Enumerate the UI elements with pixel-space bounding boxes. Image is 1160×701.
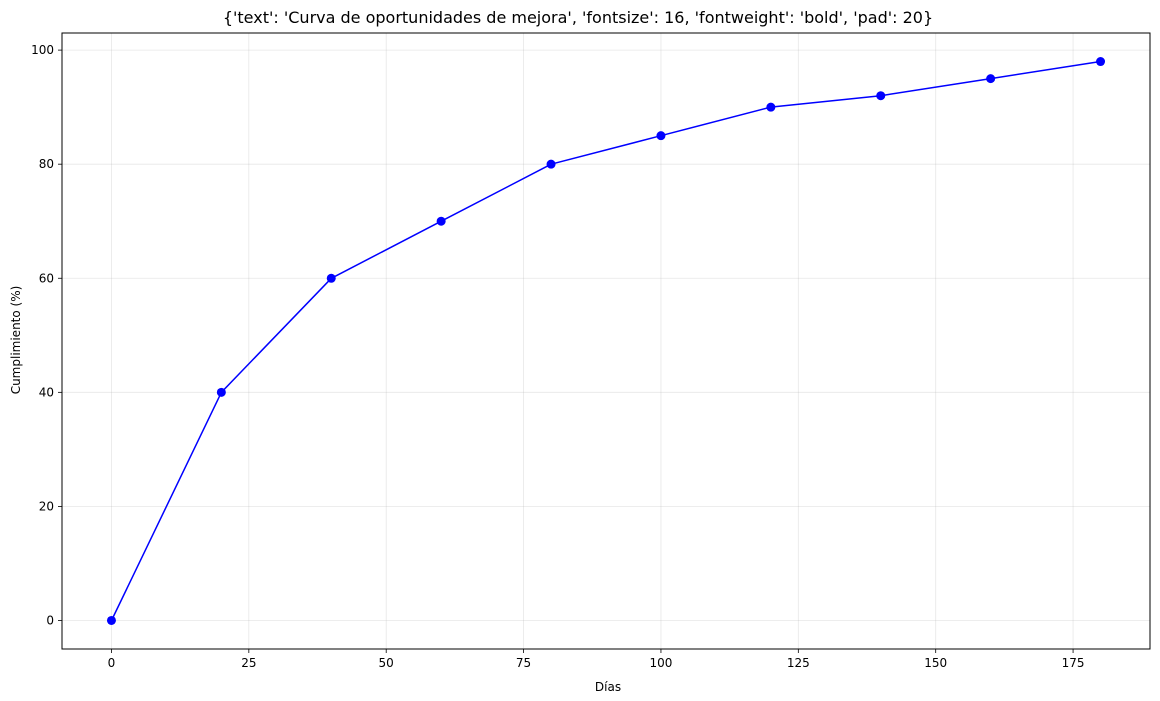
data-point bbox=[546, 159, 556, 169]
x-tick-label: 125 bbox=[787, 656, 810, 670]
y-tick-label: 60 bbox=[39, 271, 54, 285]
y-tick-label: 20 bbox=[39, 499, 54, 513]
x-axis-label: Días bbox=[595, 680, 621, 694]
y-tick-label: 100 bbox=[31, 43, 54, 57]
data-point bbox=[876, 91, 886, 101]
y-tick-label: 80 bbox=[39, 157, 54, 171]
x-tick-label: 175 bbox=[1062, 656, 1085, 670]
series-line bbox=[110, 60, 1101, 621]
plot-area-frame bbox=[61, 32, 1151, 650]
x-tick-label: 0 bbox=[108, 656, 116, 670]
data-point bbox=[106, 615, 116, 625]
data-point bbox=[766, 102, 776, 112]
x-tick-label: 150 bbox=[924, 656, 947, 670]
y-tick-label: 0 bbox=[46, 613, 54, 627]
data-point bbox=[656, 131, 666, 141]
data-point bbox=[326, 273, 336, 283]
chart-title: {'text': 'Curva de oportunidades de mejo… bbox=[223, 8, 933, 27]
data-series bbox=[106, 57, 1106, 625]
data-point bbox=[986, 74, 996, 84]
x-tick-label: 75 bbox=[516, 656, 531, 670]
x-tick-label: 100 bbox=[649, 656, 672, 670]
grid bbox=[62, 33, 1150, 649]
x-tick-label: 25 bbox=[241, 656, 256, 670]
data-point bbox=[436, 216, 446, 226]
x-tick-label: 50 bbox=[379, 656, 394, 670]
data-point bbox=[216, 387, 226, 397]
y-tick-label: 40 bbox=[39, 385, 54, 399]
data-point bbox=[1096, 57, 1106, 67]
axis-ticks: 0 25 50 75 100 125 150 175 0 20 40 60 80 100 bbox=[31, 43, 1084, 670]
y-axis-label: Cumplimiento (%) bbox=[9, 286, 23, 395]
